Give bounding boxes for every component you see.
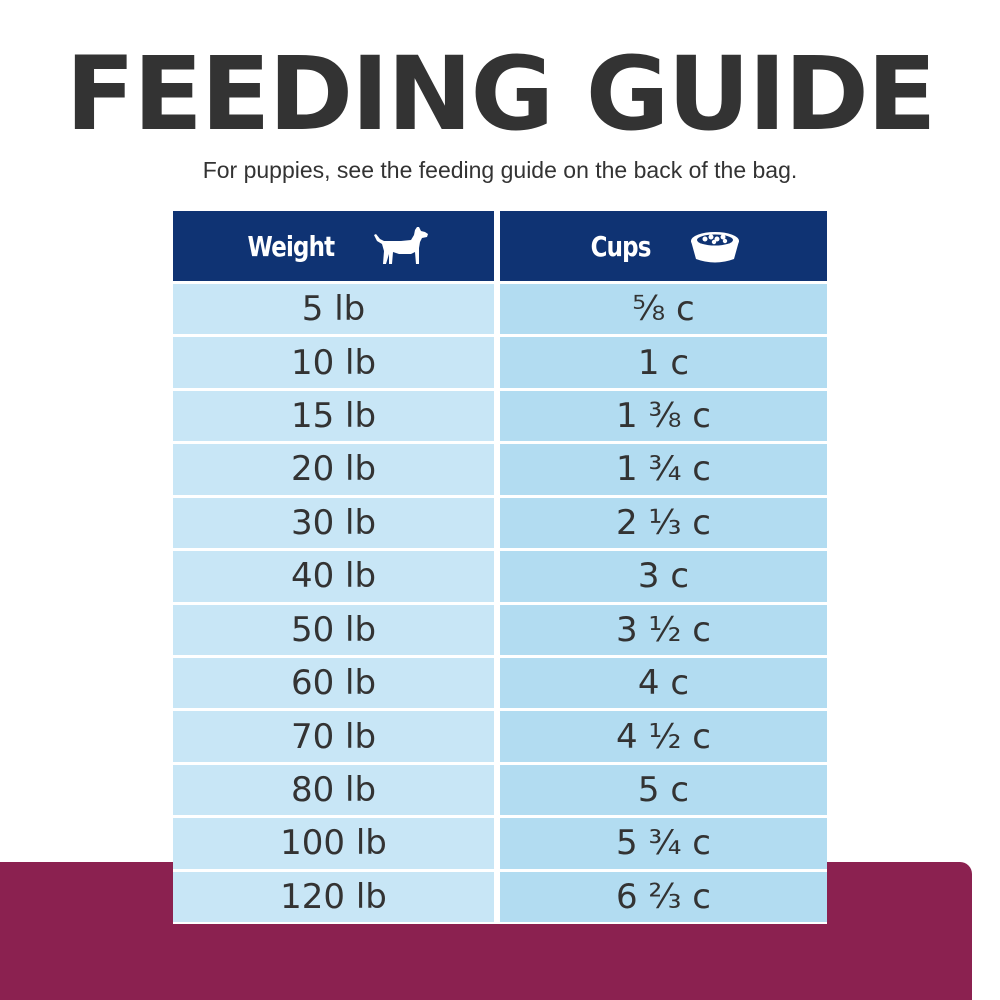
header-weight: Weight — [173, 211, 494, 281]
cups-cell: 1 c — [500, 337, 827, 388]
cups-cell: 4 c — [500, 657, 827, 709]
cups-cell: 2 ⅓ c — [500, 497, 827, 549]
cups-cell: 5 c — [500, 764, 827, 816]
weight-cell: 5 lb — [173, 284, 494, 335]
cups-cell: 5 ¾ c — [500, 818, 827, 869]
weight-cell: 70 lb — [173, 711, 494, 762]
cups-cell: 3 ½ c — [500, 604, 827, 655]
header-cups: Cups — [500, 211, 827, 281]
weight-cell: 60 lb — [173, 657, 494, 709]
weight-cell: 120 lb — [173, 871, 494, 922]
weight-cell: 50 lb — [173, 604, 494, 655]
weight-cell: 20 lb — [173, 444, 494, 495]
page-title: FEEDING GUIDE — [65, 35, 936, 154]
cups-cell: 6 ⅔ c — [500, 871, 827, 922]
weight-cell: 100 lb — [173, 818, 494, 869]
food-bowl-icon — [687, 226, 743, 266]
cups-cell: 1 ⅜ c — [500, 390, 827, 442]
dog-icon — [373, 224, 429, 268]
header-cups-label: Cups — [590, 229, 651, 263]
page-subtitle: For puppies, see the feeding guide on th… — [202, 157, 798, 183]
weight-cell: 40 lb — [173, 551, 494, 602]
feeding-table: Weight Cups 5 lb ⅝ c 10 lb 1 c 15 lb 1 ⅜ c 20 … — [173, 211, 827, 924]
cups-cell: 3 c — [500, 551, 827, 602]
cups-cell: ⅝ c — [500, 284, 827, 335]
weight-cell: 15 lb — [173, 390, 494, 442]
cups-cell: 1 ¾ c — [500, 444, 827, 495]
weight-cell: 10 lb — [173, 337, 494, 388]
weight-cell: 30 lb — [173, 497, 494, 549]
header-weight-label: Weight — [247, 229, 335, 263]
cups-cell: 4 ½ c — [500, 711, 827, 762]
weight-cell: 80 lb — [173, 764, 494, 816]
